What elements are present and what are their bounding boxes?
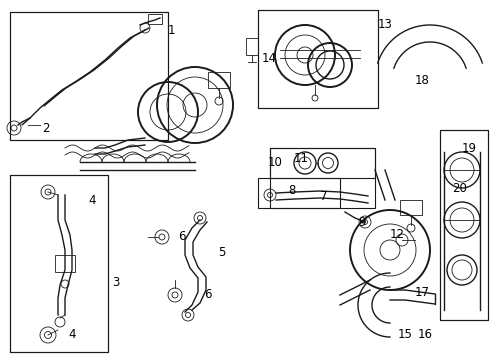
Bar bbox=[440, 130, 488, 320]
Text: 8: 8 bbox=[288, 184, 295, 197]
Text: 4: 4 bbox=[68, 328, 75, 342]
Text: 5: 5 bbox=[218, 246, 225, 258]
Text: 3: 3 bbox=[112, 275, 120, 288]
Text: 1: 1 bbox=[168, 23, 175, 36]
Text: 17: 17 bbox=[415, 285, 430, 298]
Bar bbox=[270, 148, 375, 208]
Bar bbox=[258, 10, 378, 108]
Text: 4: 4 bbox=[88, 194, 96, 207]
Text: 18: 18 bbox=[415, 73, 430, 86]
Text: 20: 20 bbox=[452, 181, 467, 194]
Text: 7: 7 bbox=[320, 189, 327, 202]
Bar bbox=[208, 72, 230, 88]
Bar bbox=[55, 255, 75, 272]
Bar bbox=[246, 38, 258, 55]
Bar bbox=[10, 175, 108, 352]
Text: 16: 16 bbox=[418, 328, 433, 342]
Text: 12: 12 bbox=[390, 229, 405, 242]
Bar bbox=[10, 12, 168, 140]
Bar bbox=[10, 175, 108, 352]
Bar bbox=[10, 12, 168, 140]
Text: 19: 19 bbox=[462, 141, 477, 154]
Text: 2: 2 bbox=[42, 122, 49, 135]
Text: 13: 13 bbox=[378, 18, 393, 31]
Text: 10: 10 bbox=[268, 157, 283, 170]
Bar bbox=[258, 10, 378, 108]
Bar bbox=[440, 130, 488, 320]
Text: 15: 15 bbox=[398, 328, 413, 342]
Text: 11: 11 bbox=[294, 152, 309, 165]
Bar bbox=[258, 178, 340, 208]
Text: 6: 6 bbox=[204, 288, 212, 302]
Text: 6: 6 bbox=[178, 230, 186, 243]
Bar bbox=[270, 148, 375, 178]
Text: 14: 14 bbox=[262, 51, 277, 64]
Bar bbox=[148, 14, 162, 24]
Bar bbox=[400, 200, 422, 215]
Text: 9: 9 bbox=[358, 216, 366, 229]
